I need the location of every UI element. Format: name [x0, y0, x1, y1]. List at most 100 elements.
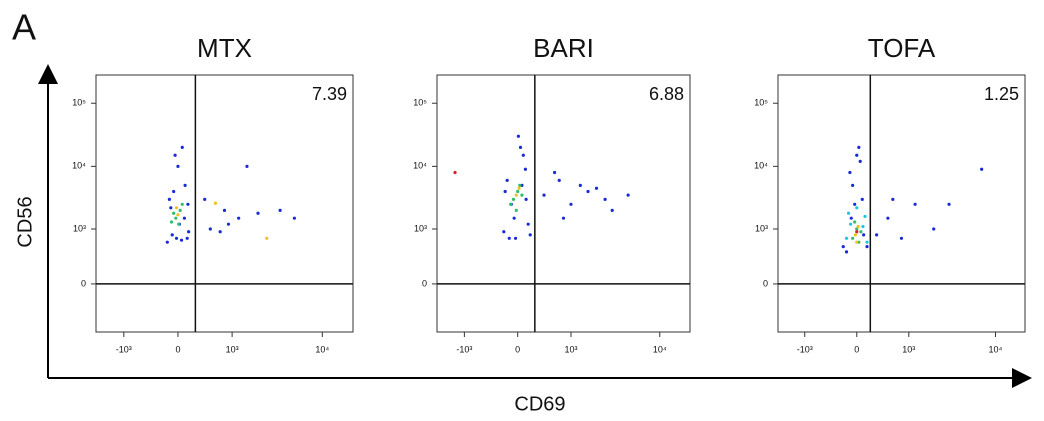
event-dot [520, 193, 524, 197]
event-dot [553, 170, 557, 175]
event-dot [626, 193, 630, 197]
panel-title: MTX [197, 33, 252, 63]
event-dot [218, 230, 222, 234]
event-dot [174, 236, 179, 240]
event-dot [862, 233, 866, 237]
event-dot [859, 230, 863, 234]
quadrant-value: 1.25 [984, 84, 1019, 104]
x-tick-label: 0 [175, 344, 180, 354]
event-dot [855, 206, 859, 210]
event-dot [848, 222, 853, 226]
event-dot [857, 145, 861, 149]
event-dot [503, 189, 507, 194]
event-dot [863, 214, 867, 219]
event-dot [603, 197, 607, 201]
event-dot [222, 208, 227, 212]
event-dot [932, 227, 936, 231]
panel-title: TOFA [868, 33, 936, 63]
event-dot [516, 134, 520, 138]
y-tick-label: 10⁴ [72, 161, 86, 171]
x-tick-label: 10⁴ [653, 344, 667, 354]
event-dot [173, 153, 177, 157]
event-dot [523, 167, 528, 171]
plot-frame [95, 74, 354, 333]
event-dot [167, 197, 171, 201]
event-dot [178, 208, 182, 212]
event-dot [561, 216, 566, 220]
event-dot [516, 189, 520, 194]
event-dot [861, 224, 865, 229]
event-dot [514, 193, 518, 197]
x-tick-label: -10³ [456, 344, 472, 354]
event-dot [176, 164, 180, 168]
event-dot [521, 153, 525, 157]
event-dot [569, 202, 573, 206]
y-tick-label: 10⁴ [754, 161, 768, 171]
event-dot [844, 250, 849, 254]
x-tick-label: -10³ [116, 344, 132, 354]
event-dot [176, 213, 180, 217]
event-dot [170, 233, 174, 237]
event-dot [512, 216, 516, 220]
event-dot [586, 189, 590, 194]
y-tick-label: 10⁴ [413, 161, 427, 171]
event-dot [172, 211, 176, 215]
event-dot [875, 233, 879, 237]
y-tick-label: 10³ [73, 223, 86, 233]
y-tick-label: 10⁵ [72, 98, 86, 108]
event-dot [169, 220, 174, 224]
quadrant-value: 7.39 [312, 84, 347, 104]
y-tick-label: 10³ [414, 223, 427, 233]
event-dot [853, 233, 857, 237]
event-dot [502, 230, 506, 234]
event-dot [841, 245, 845, 249]
event-dot [185, 236, 189, 240]
event-dot [899, 236, 904, 240]
x-tick-label: 10³ [226, 344, 239, 354]
y-axis-label: CD56 [14, 196, 36, 247]
event-dot [542, 193, 546, 197]
y-tick-label: 0 [763, 278, 768, 288]
event-dot [855, 230, 859, 234]
x-tick-label: 0 [515, 344, 520, 354]
event-dot [182, 216, 187, 220]
event-dot [526, 222, 530, 226]
event-dot [846, 211, 851, 215]
event-dot [183, 183, 187, 187]
event-dot [851, 236, 855, 240]
event-dot [610, 208, 614, 212]
event-dot [848, 170, 852, 175]
event-dot [177, 222, 181, 226]
event-dot [865, 245, 869, 249]
event-dot [855, 227, 859, 231]
event-dot [278, 208, 282, 212]
event-dot [524, 197, 528, 201]
event-dot [913, 202, 917, 206]
event-dot [226, 222, 231, 226]
event-dot [891, 197, 895, 201]
y-tick-label: 0 [81, 278, 86, 288]
event-dot [174, 216, 178, 220]
event-dot [886, 216, 890, 220]
event-dot [518, 183, 522, 187]
event-dot [514, 208, 518, 212]
event-dot [855, 153, 859, 157]
event-dot [453, 170, 457, 175]
event-dot [165, 240, 169, 244]
x-tick-label: -10³ [797, 344, 813, 354]
event-dot [186, 202, 190, 206]
event-dot [513, 236, 518, 240]
event-dot [174, 206, 179, 210]
event-dot [213, 201, 218, 205]
x-axis-label: CD69 [514, 393, 565, 415]
event-dot [245, 164, 249, 168]
event-dot [517, 186, 521, 190]
event-dot [849, 216, 853, 220]
event-dot [256, 211, 260, 215]
event-dot [947, 202, 951, 206]
event-dot [858, 159, 862, 163]
quadrant-value: 6.88 [649, 84, 684, 104]
event-dot [507, 236, 511, 240]
plot-frame [777, 74, 1026, 333]
